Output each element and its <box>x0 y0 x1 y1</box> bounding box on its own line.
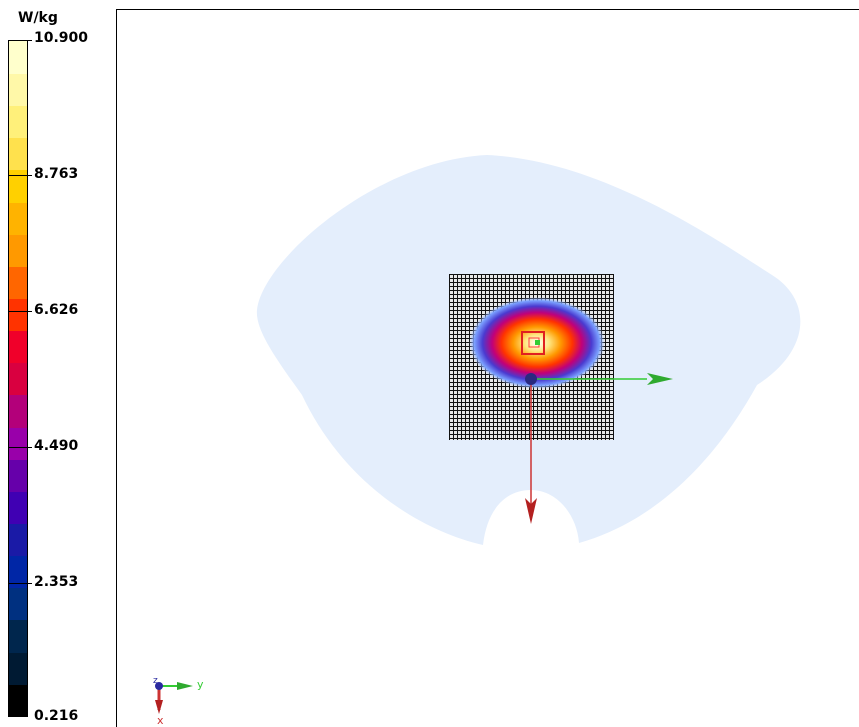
colorbar-segment <box>9 555 27 589</box>
colorbar-unit: W/kg <box>18 10 58 26</box>
colorbar-segment <box>9 137 27 171</box>
colorbar-tick-label: 2.353 <box>34 574 79 590</box>
sar-scene: y z x <box>153 155 801 727</box>
colorbar-segment <box>9 233 27 267</box>
colorbar-segment <box>9 169 27 203</box>
colorbar-tick-label: 8.763 <box>34 166 79 182</box>
x-axis-arrowhead <box>525 498 537 524</box>
colorbar-segment <box>9 394 27 428</box>
triad-z-label: z <box>153 676 158 686</box>
colorbar-segment <box>9 683 27 717</box>
colorbar-tick-label: 4.490 <box>34 438 79 454</box>
colorbar-tick-line <box>8 583 32 584</box>
colorbar-segment <box>9 426 27 460</box>
y-axis-arrowhead <box>647 373 673 385</box>
colorbar-segment <box>9 523 27 557</box>
origin-marker <box>525 373 537 385</box>
colorbar-segment <box>9 266 27 299</box>
triad-y-arrowhead <box>177 682 193 690</box>
triad-x-arrowhead <box>155 700 163 714</box>
colorbar-segment <box>9 105 27 139</box>
colorbar-segment <box>9 298 27 332</box>
triad-y-label: y <box>197 678 204 691</box>
triad-x-label: x <box>157 714 164 727</box>
colorbar-gradient <box>8 40 28 717</box>
colorbar-segment <box>9 362 27 396</box>
colorbar-tick-label: 6.626 <box>34 302 79 318</box>
colorbar-segment <box>9 458 27 492</box>
colorbar-segment <box>9 651 27 685</box>
orientation-triad: y z x <box>153 676 204 727</box>
colorbar-segment <box>9 619 27 653</box>
colorbar-tick-label: 0.216 <box>34 708 79 724</box>
colorbar-segment <box>9 330 27 364</box>
colorbar-tick-line <box>8 311 32 312</box>
colorbar-segment <box>9 73 27 107</box>
colorbar-segment <box>9 587 27 621</box>
triad-z-axis <box>155 682 163 690</box>
colorbar-tick-line <box>8 175 32 176</box>
colorbar-tick-label: 10.900 <box>34 30 89 46</box>
color-bar-legend: W/kg 10.900 8.763 6.626 4.490 2.353 0.21… <box>0 0 115 727</box>
3d-viewport[interactable]: y z x <box>116 9 859 727</box>
colorbar-segment <box>9 201 27 235</box>
colorbar-tick-line <box>8 40 32 41</box>
peak-cube-marker <box>521 331 545 355</box>
colorbar-segment <box>9 41 27 74</box>
colorbar-tick-line <box>8 447 32 448</box>
peak-point <box>535 340 540 345</box>
colorbar-segment <box>9 491 27 524</box>
